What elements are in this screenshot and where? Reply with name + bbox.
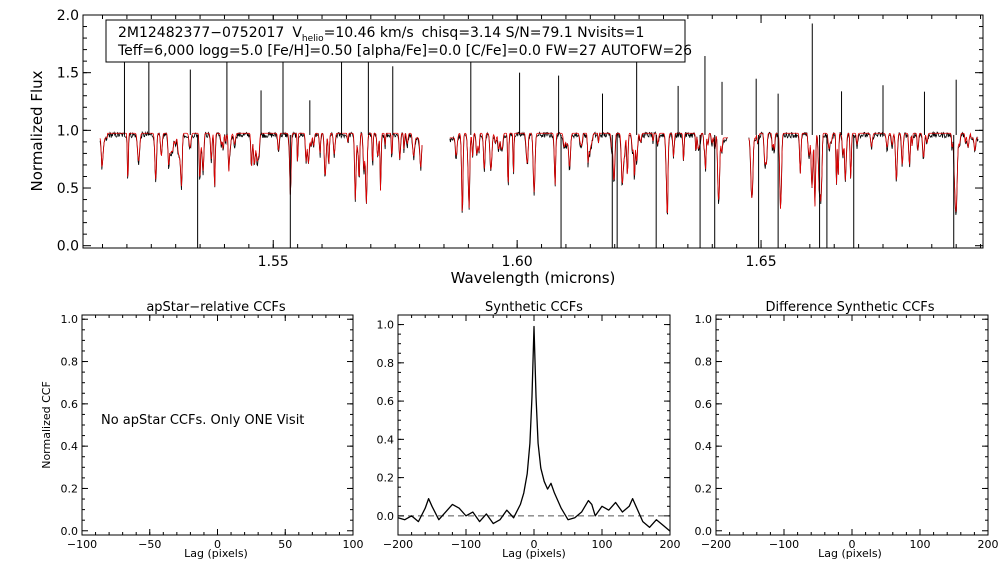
y-tick-label: 0.0 <box>377 510 395 523</box>
y-tick-label: 1.0 <box>695 313 713 326</box>
x-tick-label: −200 <box>383 538 413 551</box>
y-tick-label: 1.0 <box>61 313 79 326</box>
x-tick-label: −200 <box>701 538 731 551</box>
y-tick-label: 0.0 <box>57 239 79 255</box>
x-tick-label: 200 <box>660 538 681 551</box>
x-tick-label: 200 <box>978 538 999 551</box>
difference-ccf-x-label: Lag (pixels) <box>818 547 882 560</box>
y-tick-label: 0.8 <box>61 356 79 369</box>
synthetic-ccf-title: Synthetic CCFs <box>485 300 583 315</box>
spectrum-panel: 1.55 1.60 1.65 0.0 0.5 1.0 1.5 2.0 Wavelength (… <box>28 8 984 287</box>
y-tick-label: 1.0 <box>377 319 395 332</box>
spectrum-legend: 2M12482377−0752017 Vhelio=10.46 km/s chisq… <box>105 19 692 63</box>
synthetic-ccf-lines <box>397 325 671 532</box>
x-tick-label: 100 <box>343 538 364 551</box>
apstar-ccf-ticks: −100 −50 0 50 100 0.0 0.2 0.4 0.6 0.8 1.0 <box>61 313 364 551</box>
legend-v-subscript: helio <box>302 34 324 44</box>
x-tick-label: 100 <box>592 538 613 551</box>
legend-star-id: 2M12482377−0752017 <box>118 25 284 41</box>
x-tick-label: −100 <box>769 538 799 551</box>
spectrum-ticks: 1.55 1.60 1.65 0.0 0.5 1.0 1.5 2.0 <box>57 8 983 270</box>
no-ccf-annotation: No apStar CCFs. Only ONE Visit <box>101 413 304 428</box>
y-tick-label: 0.2 <box>61 482 79 495</box>
difference-ccf-panel: Difference Synthetic CCFs −200 −100 0 100 20… <box>695 300 999 560</box>
legend-v-value: =10.46 km/s <box>324 25 414 41</box>
apstar-ccf-y-label: Normalized CCF <box>40 381 53 469</box>
synthetic-ccf-panel: Synthetic CCFs −200 −100 0 100 200 0.0 0.2 0.4 0… <box>377 300 681 560</box>
synthetic-spectrum-chip-2 <box>449 132 728 214</box>
observed-spectrum-chip-2 <box>449 131 728 215</box>
y-tick-label: 0.4 <box>695 440 713 453</box>
x-tick-label: 50 <box>278 538 292 551</box>
synthetic-ccf-line <box>397 325 671 532</box>
y-tick-label: 2.0 <box>57 8 79 24</box>
synthetic-spectrum-chip-3 <box>748 132 979 212</box>
x-tick-label: 100 <box>910 538 931 551</box>
y-tick-label: 0.8 <box>377 357 395 370</box>
y-tick-label: 0.6 <box>695 398 713 411</box>
x-tick-label: 1.60 <box>502 254 533 270</box>
x-tick-label: 1.55 <box>258 254 289 270</box>
x-tick-label: −50 <box>138 538 161 551</box>
spectrum-x-label: Wavelength (microns) <box>451 269 616 287</box>
x-tick-label: 0 <box>214 538 221 551</box>
legend-stats: chisq=3.14 S/N=79.1 Nvisits=1 <box>422 25 645 41</box>
x-tick-label: 0 <box>849 538 856 551</box>
y-tick-label: 0.5 <box>57 181 79 197</box>
apstar-ccf-title: apStar−relative CCFs <box>146 300 286 315</box>
legend-line-1: 2M12482377−0752017 Vhelio=10.46 km/s chisq… <box>118 25 644 44</box>
x-tick-label: 1.65 <box>745 254 776 270</box>
synthetic-ccf-ticks: −200 −100 0 100 200 0.0 0.2 0.4 0.6 0.8 1.0 <box>377 314 681 551</box>
legend-box <box>105 19 686 63</box>
apstar-ccf-panel: apStar−relative CCFs −100 −50 0 50 100 0.0 0.2… <box>40 300 364 560</box>
x-tick-label: 0 <box>531 538 538 551</box>
x-tick-label: −100 <box>451 538 481 551</box>
y-tick-label: 0.6 <box>377 395 395 408</box>
y-tick-label: 0.8 <box>695 356 713 369</box>
apstar-ccf-x-label: Lag (pixels) <box>184 547 248 560</box>
y-tick-label: 0.4 <box>377 433 395 446</box>
y-tick-label: 1.5 <box>57 66 79 82</box>
y-tick-label: 0.2 <box>695 482 713 495</box>
spectrum-y-label: Normalized Flux <box>28 70 46 191</box>
synthetic-ccf-x-label: Lag (pixels) <box>502 547 566 560</box>
y-tick-label: 0.0 <box>695 525 713 538</box>
difference-ccf-title: Difference Synthetic CCFs <box>765 300 934 315</box>
y-tick-label: 0.2 <box>377 472 395 485</box>
difference-ccf-frame <box>715 314 989 536</box>
spectrum-frame <box>82 14 984 249</box>
y-tick-label: 0.6 <box>61 398 79 411</box>
y-tick-label: 1.0 <box>57 123 79 139</box>
observed-spectrum-chip-3 <box>748 130 979 215</box>
x-tick-label: −100 <box>67 538 97 551</box>
difference-ccf-ticks: −200 −100 0 100 200 0.0 0.2 0.4 0.6 0.8 1.0 <box>695 313 999 551</box>
legend-v-label: V <box>292 25 302 41</box>
y-tick-label: 0.0 <box>61 525 79 538</box>
legend-params: Teff=6,000 logg=5.0 [Fe/H]=0.50 [alpha/F… <box>117 43 692 59</box>
y-tick-label: 0.4 <box>61 440 79 453</box>
